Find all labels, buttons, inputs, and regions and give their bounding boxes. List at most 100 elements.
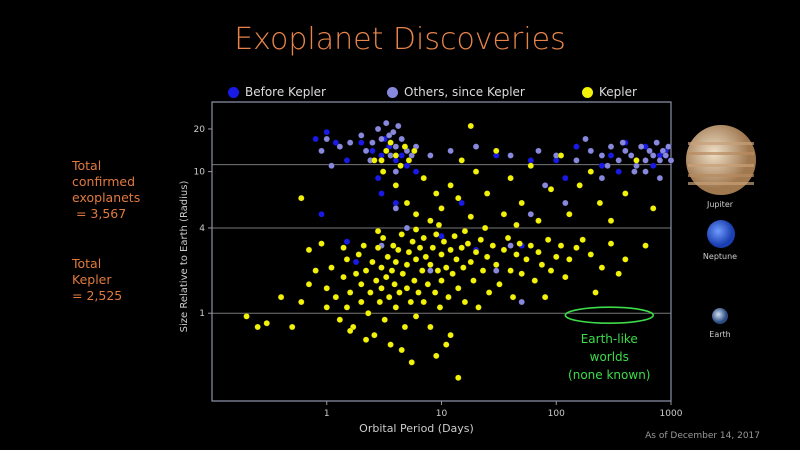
point-kepler <box>596 199 604 207</box>
point-kepler <box>566 210 573 218</box>
point-kepler <box>365 309 372 317</box>
point-kepler <box>472 248 480 256</box>
point-others <box>573 157 580 164</box>
point-kepler <box>398 231 405 238</box>
point-others <box>392 205 400 212</box>
point-kepler <box>398 346 405 354</box>
point-kepler <box>438 205 445 212</box>
point-kepler <box>401 143 409 150</box>
point-others <box>369 139 376 146</box>
legend-label: Before Kepler <box>245 85 326 99</box>
point-kepler <box>362 336 370 343</box>
point-kepler <box>557 152 565 159</box>
point-kepler <box>371 157 378 164</box>
point-kepler <box>378 264 385 271</box>
point-kepler <box>346 289 354 296</box>
point-kepler <box>492 147 500 155</box>
jupiter-label: Jupiter <box>706 200 734 209</box>
point-others <box>633 162 640 169</box>
point-before-kepler <box>403 162 411 169</box>
y-tick-label: 20 <box>194 125 206 135</box>
point-kepler <box>442 341 450 348</box>
point-others <box>642 168 649 175</box>
point-kepler <box>412 226 420 233</box>
earth-image <box>712 308 728 324</box>
point-others <box>646 147 653 155</box>
y-tick-label: 1 <box>199 309 205 319</box>
point-others <box>385 132 393 139</box>
point-kepler <box>382 147 390 155</box>
point-kepler <box>432 352 440 360</box>
point-kepler <box>513 251 520 258</box>
point-others <box>328 162 335 169</box>
point-others <box>447 147 454 155</box>
point-kepler <box>343 256 351 263</box>
point-kepler <box>592 289 599 296</box>
point-kepler <box>500 210 508 218</box>
legend-item-others: Others, since Kepler <box>387 85 525 99</box>
point-kepler <box>385 293 393 301</box>
point-kepler <box>336 316 344 323</box>
x-axis-label: Orbital Period (Days) <box>359 422 474 435</box>
point-kepler <box>587 251 595 258</box>
point-kepler <box>367 289 374 296</box>
point-kepler <box>436 304 444 311</box>
point-kepler <box>407 298 415 306</box>
point-kepler <box>447 331 454 339</box>
point-kepler <box>547 267 555 274</box>
jupiter-band <box>688 182 754 185</box>
point-kepler <box>397 162 404 169</box>
point-kepler <box>384 253 391 261</box>
point-kepler <box>479 267 487 274</box>
point-others <box>382 119 390 127</box>
point-before-kepler <box>562 174 569 182</box>
point-kepler <box>374 244 382 251</box>
point-kepler <box>378 285 385 292</box>
point-kepler <box>392 152 400 159</box>
point-kepler <box>429 244 437 251</box>
jupiter-band <box>688 174 754 177</box>
point-kepler <box>405 248 413 256</box>
point-kepler <box>391 281 398 288</box>
earth-like-ellipse <box>564 306 655 325</box>
point-kepler <box>527 242 535 249</box>
legend-swatch <box>582 86 593 98</box>
point-others <box>631 168 638 175</box>
point-others <box>427 152 434 159</box>
point-kepler <box>387 139 394 146</box>
point-before-kepler <box>343 238 351 245</box>
point-kepler <box>649 205 657 212</box>
point-others <box>358 132 365 139</box>
point-kepler <box>531 277 539 284</box>
point-kepler <box>535 248 542 256</box>
point-kepler <box>379 168 387 175</box>
point-kepler <box>376 298 384 306</box>
point-kepler <box>464 240 472 247</box>
point-kepler <box>305 246 313 254</box>
point-kepler <box>378 157 385 164</box>
point-others <box>582 135 589 143</box>
point-kepler <box>438 251 445 258</box>
point-kepler <box>358 298 365 306</box>
point-kepler <box>387 341 394 348</box>
total-kepler-stat: Total Kepler = 2,525 <box>72 256 123 303</box>
point-kepler <box>438 277 445 284</box>
point-kepler <box>451 232 458 240</box>
point-others <box>656 157 664 164</box>
point-kepler <box>453 256 460 263</box>
point-others <box>392 143 400 150</box>
point-kepler <box>447 246 454 254</box>
neptune-image <box>707 220 735 248</box>
point-kepler <box>392 304 400 311</box>
jupiter-band <box>688 152 754 155</box>
point-before-kepler <box>398 152 405 159</box>
point-others <box>472 143 480 150</box>
point-others <box>619 139 627 146</box>
point-kepler <box>458 244 465 251</box>
point-others <box>604 162 611 169</box>
legend-swatch <box>387 86 398 98</box>
legend-item-kepler: Kepler <box>582 85 637 99</box>
point-kepler <box>340 273 347 281</box>
point-before-kepler <box>392 199 400 207</box>
point-before-kepler <box>598 162 606 169</box>
